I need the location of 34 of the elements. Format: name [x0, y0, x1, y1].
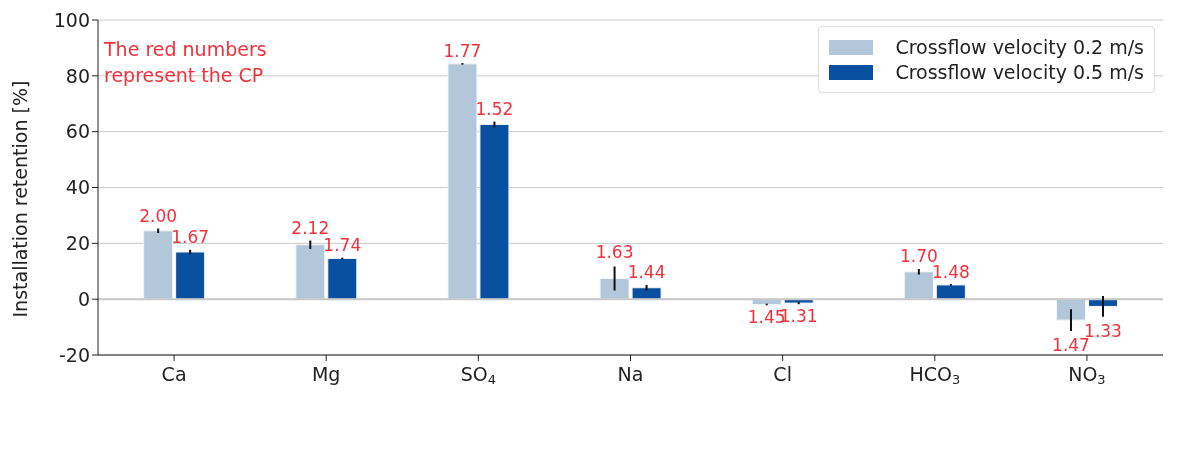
- y-axis-title: Installation retention [%]: [8, 80, 31, 318]
- x-tick-label: Cl: [773, 363, 792, 385]
- annotation: 1.77: [443, 40, 482, 61]
- x-tick-label: Na: [617, 363, 644, 385]
- legend-label: Crossflow velocity 0.2 m/s: [895, 36, 1144, 58]
- annotation: 1.48: [931, 261, 970, 282]
- y-tick-label: 80: [65, 64, 90, 87]
- x-tick-label: NO$_{3}$: [1068, 363, 1106, 388]
- bar: [295, 244, 326, 300]
- x-tick-label: SO$_{4}$: [460, 363, 497, 388]
- bar: [903, 271, 934, 300]
- annotation: 1.74: [323, 235, 362, 256]
- annotation: 1.44: [627, 262, 666, 283]
- x-tick-label: HCO$_{3}$: [909, 363, 961, 388]
- annotation: 1.67: [171, 227, 210, 248]
- legend-label: Crossflow velocity 0.5 m/s: [895, 61, 1144, 83]
- y-tick-label: -20: [58, 343, 90, 366]
- annotation: 2.12: [291, 217, 330, 238]
- annotation: 2.00: [139, 206, 178, 227]
- bar: [1056, 298, 1086, 321]
- bar: [175, 251, 206, 300]
- y-tick-label: 100: [53, 8, 90, 31]
- annotation: 1.52: [475, 99, 514, 120]
- x-tick-label: Ca: [161, 363, 187, 385]
- y-tick-label: 0: [77, 287, 90, 310]
- bar: [935, 284, 966, 300]
- y-tick-label: 20: [65, 232, 90, 255]
- bar: [143, 230, 174, 300]
- x-tick-label: Mg: [311, 363, 341, 385]
- y-tick-label: 60: [65, 120, 90, 143]
- annotation: 1.63: [595, 242, 634, 263]
- annotation: The red numbers represent the CP: [104, 37, 268, 88]
- bar: [327, 257, 358, 300]
- y-tick-label: 40: [65, 176, 90, 199]
